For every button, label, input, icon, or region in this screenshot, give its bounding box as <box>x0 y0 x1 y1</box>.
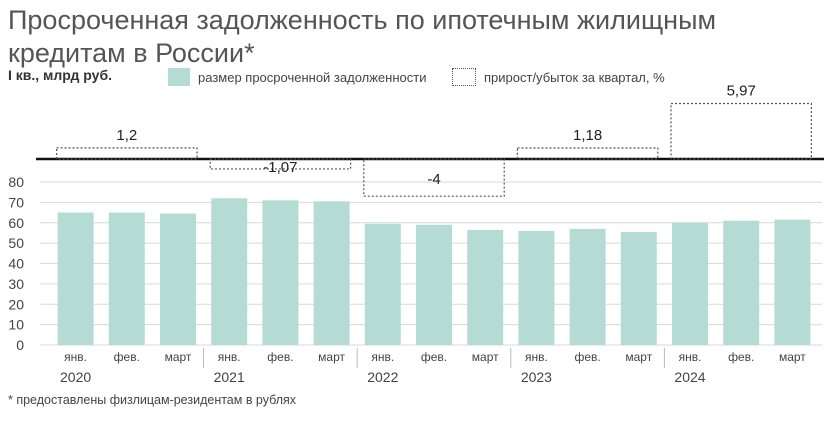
x-tick-label: март <box>165 350 192 364</box>
x-tick-label: март <box>779 350 806 364</box>
bar <box>211 198 248 345</box>
legend-label-bars: размер просроченной задолженности <box>198 69 427 85</box>
y-tick-label: 0 <box>16 337 24 353</box>
bar <box>57 212 94 345</box>
bar <box>620 231 657 345</box>
bar <box>364 223 401 345</box>
x-tick-label: янв. <box>218 350 241 364</box>
bar <box>569 228 606 345</box>
y-tick-label: 10 <box>8 317 24 333</box>
legend-item-bars: размер просроченной задолженности <box>168 68 426 86</box>
change-box <box>55 147 198 160</box>
footnote: * предоставлены физлицам-резидентам в ру… <box>8 393 297 407</box>
bar <box>108 212 145 345</box>
change-label: -1,07 <box>263 159 297 176</box>
y-tick-label: 20 <box>8 296 24 312</box>
year-label: 2024 <box>674 369 705 385</box>
bar <box>416 224 452 345</box>
x-tick-label: янв. <box>371 350 394 364</box>
year-label: 2022 <box>367 369 398 385</box>
x-tick-label: фев. <box>267 350 293 364</box>
bar <box>262 200 299 345</box>
bar <box>518 230 555 345</box>
y-tick-label: 70 <box>8 194 24 210</box>
bar <box>467 229 504 345</box>
legend-swatch-bars <box>168 68 190 86</box>
bar <box>160 213 196 345</box>
y-tick-label: 80 <box>8 174 24 190</box>
x-tick-label: янв. <box>679 350 702 364</box>
year-label: 2020 <box>60 369 91 385</box>
legend-item-growth: прирост/убыток за квартал, % <box>452 68 665 86</box>
bar <box>774 219 811 345</box>
y-tick-label: 30 <box>8 276 24 292</box>
x-tick-label: март <box>472 350 499 364</box>
change-label: 5,97 <box>727 82 756 99</box>
chart-subtitle: I кв., млрд руб. <box>8 67 112 83</box>
bar <box>723 220 760 345</box>
x-tick-label: янв. <box>525 350 548 364</box>
change-label: 1,18 <box>573 127 602 144</box>
y-tick-label: 50 <box>8 235 24 251</box>
year-label: 2023 <box>521 369 552 385</box>
x-tick-label: март <box>625 350 652 364</box>
x-tick-label: март <box>318 350 345 364</box>
legend-swatch-growth <box>452 68 476 86</box>
legend-label-growth: прирост/убыток за квартал, % <box>484 69 665 85</box>
chart-title: Просроченная задолженность по ипотечным … <box>8 5 717 68</box>
bar <box>672 222 708 345</box>
x-tick-label: фев. <box>728 350 754 364</box>
x-tick-label: янв. <box>64 350 87 364</box>
x-tick-label: фев. <box>114 350 140 364</box>
x-tick-label: фев. <box>574 350 600 364</box>
change-label: -4 <box>427 171 440 188</box>
bar <box>313 201 350 345</box>
y-tick-label: 60 <box>8 215 24 231</box>
change-box <box>670 102 812 160</box>
change-box <box>516 147 659 160</box>
x-tick-label: фев. <box>421 350 447 364</box>
change-box <box>363 158 505 197</box>
change-box <box>209 158 352 170</box>
y-tick-label: 40 <box>8 256 24 272</box>
change-label: 1,2 <box>116 127 137 144</box>
year-label: 2021 <box>214 369 245 385</box>
